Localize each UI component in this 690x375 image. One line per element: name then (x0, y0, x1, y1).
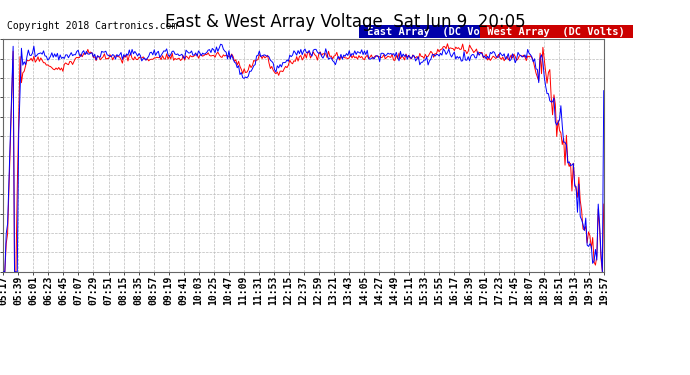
Text: West Array  (DC Volts): West Array (DC Volts) (482, 27, 631, 37)
Text: Copyright 2018 Cartronics.com: Copyright 2018 Cartronics.com (7, 21, 177, 31)
Text: East & West Array Voltage  Sat Jun 9  20:05: East & West Array Voltage Sat Jun 9 20:0… (165, 13, 525, 31)
Text: East Array  (DC Volts): East Array (DC Volts) (361, 27, 511, 37)
